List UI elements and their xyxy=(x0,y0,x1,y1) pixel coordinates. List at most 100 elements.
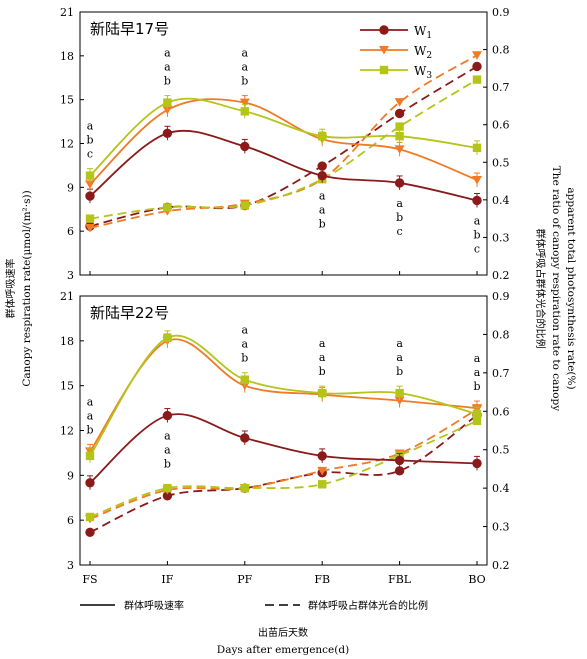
ratio-point-w1 xyxy=(85,527,95,538)
right-tick-label: 0.4 xyxy=(492,194,510,207)
left-tick-label: 9 xyxy=(67,469,74,482)
respiration-point-w3 xyxy=(395,131,404,141)
left-tick-label: 12 xyxy=(60,425,74,438)
significance-letter: a xyxy=(474,352,481,365)
ratio-point-w3 xyxy=(85,214,95,223)
respiration-point-w1 xyxy=(162,128,173,138)
ratio-line-w2 xyxy=(89,408,478,520)
legend-label-w3: W3 xyxy=(414,64,432,81)
x-tick-label: FS xyxy=(82,573,97,586)
significance-letter: a xyxy=(242,324,249,337)
significance-letter: b xyxy=(86,423,93,436)
ratio-line-w1 xyxy=(89,414,478,534)
ratio-point-w1 xyxy=(472,61,482,72)
significance-letter: b xyxy=(396,365,403,378)
left-tick-label: 6 xyxy=(67,225,74,238)
legend-marker-w3 xyxy=(379,65,389,75)
legend-solid-label: 群体呼吸速率 xyxy=(124,599,184,612)
significance-letter: b xyxy=(86,134,93,147)
respiration-point-w3 xyxy=(85,171,95,180)
respiration-point-w1 xyxy=(394,178,405,188)
significance-letter: a xyxy=(319,190,326,203)
x-tick-label: PF xyxy=(237,573,252,586)
y-axis-label-right-cn: 群体呼吸占群体光合的比例 xyxy=(534,229,547,349)
significance-letter: b xyxy=(473,228,480,241)
legend-marker-w2 xyxy=(379,46,389,55)
significance-letter: a xyxy=(87,409,94,422)
plot-frame xyxy=(79,295,488,566)
series-legend: W1 W2 W3 xyxy=(360,24,432,81)
ratio-point-w2 xyxy=(317,466,328,476)
ratio-line-w3 xyxy=(89,420,478,518)
y-axis-label-left-cn: 群体呼吸速率 xyxy=(4,259,17,319)
ratio-point-w2 xyxy=(472,51,482,60)
legend-dashed-label: 群体呼吸占群体光合的比例 xyxy=(308,599,428,612)
significance-letter: c xyxy=(87,148,93,161)
legend-label-w1: W1 xyxy=(414,24,432,41)
respiration-point-w1 xyxy=(472,195,482,206)
significance-letter: b xyxy=(164,75,171,88)
ratio-point-w3 xyxy=(395,122,404,131)
left-tick-label: 3 xyxy=(67,559,74,572)
panel-1: 3 6 9 12 15 18 21 0.2 0.3 0.4 0.5 0.6 0.7 0.8 0.9 新陆早17… xyxy=(60,6,510,282)
x-tick-label: BO xyxy=(468,573,485,586)
right-tick-label: 0.3 xyxy=(492,231,510,244)
respiration-point-w3 xyxy=(163,333,172,343)
significance-letter: a xyxy=(87,120,94,133)
significance-letter: a xyxy=(242,338,249,351)
ratio-point-w3 xyxy=(163,483,172,493)
respiration-point-w3 xyxy=(240,107,249,116)
significance-letter: a xyxy=(164,430,171,443)
left-tick-label: 15 xyxy=(60,380,74,393)
left-tick-label: 18 xyxy=(60,50,74,63)
left-tick-label: 21 xyxy=(60,6,74,19)
respiration-point-w3 xyxy=(240,375,249,384)
right-tick-label: 0.6 xyxy=(492,119,510,132)
ratio-point-w3 xyxy=(163,203,172,212)
respiration-point-w1 xyxy=(85,478,95,488)
right-tick-label: 0.7 xyxy=(492,81,510,94)
significance-letter: b xyxy=(319,365,326,378)
respiration-point-w2 xyxy=(394,396,405,406)
y-axis-label-right-en-1: The ratio of canopy respiration rate to … xyxy=(550,166,562,411)
significance-letter: a xyxy=(319,204,326,217)
right-tick-label: 0.5 xyxy=(492,444,510,457)
respiration-point-w1 xyxy=(317,170,327,181)
ratio-point-w1 xyxy=(394,108,405,119)
legend-marker-w1 xyxy=(379,25,389,35)
significance-letter: a xyxy=(319,337,326,350)
right-tick-label: 0.4 xyxy=(492,482,510,495)
x-tick-label: FB xyxy=(314,573,330,586)
significance-letter: a xyxy=(474,214,481,227)
left-tick-label: 21 xyxy=(60,290,74,303)
y-axis-label-left-en: Canopy respiration rate(μmol/(m²·s)) xyxy=(21,190,33,386)
x-axis-label-en: Days after emergence(d) xyxy=(217,644,349,656)
respiration-line-w3 xyxy=(89,97,478,177)
respiration-point-w1 xyxy=(240,433,250,443)
panel-title: 新陆早17号 xyxy=(90,20,169,38)
line-style-legend: 群体呼吸速率 群体呼吸占群体光合的比例 xyxy=(80,599,428,612)
right-tick-label: 0.9 xyxy=(492,6,510,19)
significance-letter: b xyxy=(396,211,403,224)
significance-letter: a xyxy=(164,61,171,74)
x-tick-label: FBL xyxy=(388,573,412,586)
significance-letter: a xyxy=(87,395,94,408)
respiration-point-w3 xyxy=(395,388,404,398)
respiration-point-w3 xyxy=(318,388,327,398)
respiration-point-w1 xyxy=(317,451,327,461)
legend-label-w2: W2 xyxy=(414,44,432,61)
respiration-point-w1 xyxy=(85,191,95,201)
ratio-point-w1 xyxy=(394,466,405,476)
significance-letter: a xyxy=(242,47,249,60)
significance-letter: a xyxy=(474,366,481,379)
ratio-point-w2 xyxy=(85,224,95,233)
right-tick-label: 0.7 xyxy=(492,367,510,380)
ratio-line-w2 xyxy=(89,54,478,229)
ratio-point-w3 xyxy=(472,75,482,84)
ratio-point-w3 xyxy=(240,483,249,493)
significance-letter: c xyxy=(397,225,403,238)
respiration-point-w3 xyxy=(85,451,95,461)
ratio-line-w3 xyxy=(89,78,478,220)
respiration-point-w2 xyxy=(472,176,482,185)
